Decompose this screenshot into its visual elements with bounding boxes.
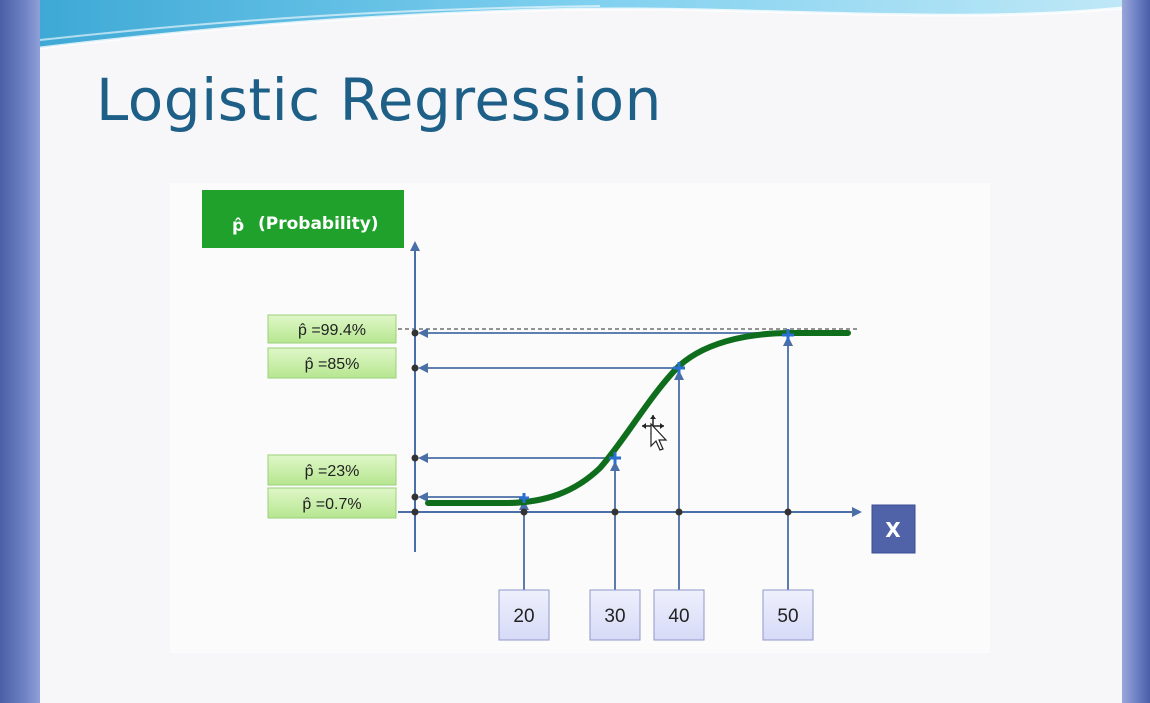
curve-markers — [519, 329, 794, 503]
plus-marker-20 — [519, 493, 529, 503]
y-axis-header-label: (Probability) — [258, 214, 379, 234]
y-dot-23 — [411, 454, 419, 462]
prob-label-0-7: p̂ =0.7% — [302, 496, 361, 513]
x-dot-50 — [784, 508, 792, 516]
x-tick-40: 40 — [668, 606, 689, 627]
slide-title: Logistic Regression — [96, 66, 662, 134]
prob-label-99: p̂ =99.4% — [298, 322, 366, 339]
x-tick-box-50 — [762, 589, 814, 641]
plus-marker-50 — [782, 329, 794, 341]
x-tick-box-40 — [653, 589, 705, 641]
x-tick-box-20 — [498, 589, 550, 641]
prob-label-85: p̂ =85% — [305, 356, 360, 373]
p-hat-symbol: p̂ — [232, 216, 244, 236]
window-frame-left — [0, 0, 40, 703]
plus-marker-30 — [609, 452, 621, 464]
decorative-wave — [40, 0, 1122, 50]
window-frame-right — [1122, 0, 1150, 703]
y-axis-header: p̂ (Probability) — [202, 190, 404, 248]
origin-dot — [411, 508, 419, 516]
x-tick-20: 20 — [513, 606, 534, 627]
y-axis-header-box — [202, 190, 404, 248]
x-tick-50: 50 — [777, 606, 798, 627]
probability-labels: p̂ =99.4% p̂ =85% p̂ =23% p̂ =0.7% — [267, 314, 397, 519]
x-dot-40 — [675, 508, 683, 516]
x-axis-label: X — [885, 518, 901, 542]
plus-marker-40 — [673, 362, 685, 374]
chart-panel — [170, 183, 990, 653]
x-dot-30 — [611, 508, 619, 516]
x-tick-30: 30 — [604, 606, 625, 627]
prob-label-box-23 — [267, 454, 397, 486]
move-cursor-icon — [642, 415, 668, 451]
prob-label-box-0-7 — [267, 487, 397, 519]
x-tick-box-30 — [589, 589, 641, 641]
prob-label-23: p̂ =23% — [305, 463, 360, 480]
x-axis-label-box — [871, 504, 916, 554]
slide: Logistic Regression — [40, 0, 1122, 703]
axis-dots — [411, 329, 792, 516]
y-dot-0-7 — [411, 493, 419, 501]
x-dot-20 — [520, 508, 528, 516]
prob-label-box-85 — [267, 347, 397, 379]
prob-label-box-99 — [267, 314, 397, 344]
x-tick-boxes: 20 30 40 50 — [498, 589, 814, 641]
sigmoid-curve — [425, 330, 851, 506]
y-dot-99 — [411, 329, 419, 337]
y-dot-85 — [411, 364, 419, 372]
